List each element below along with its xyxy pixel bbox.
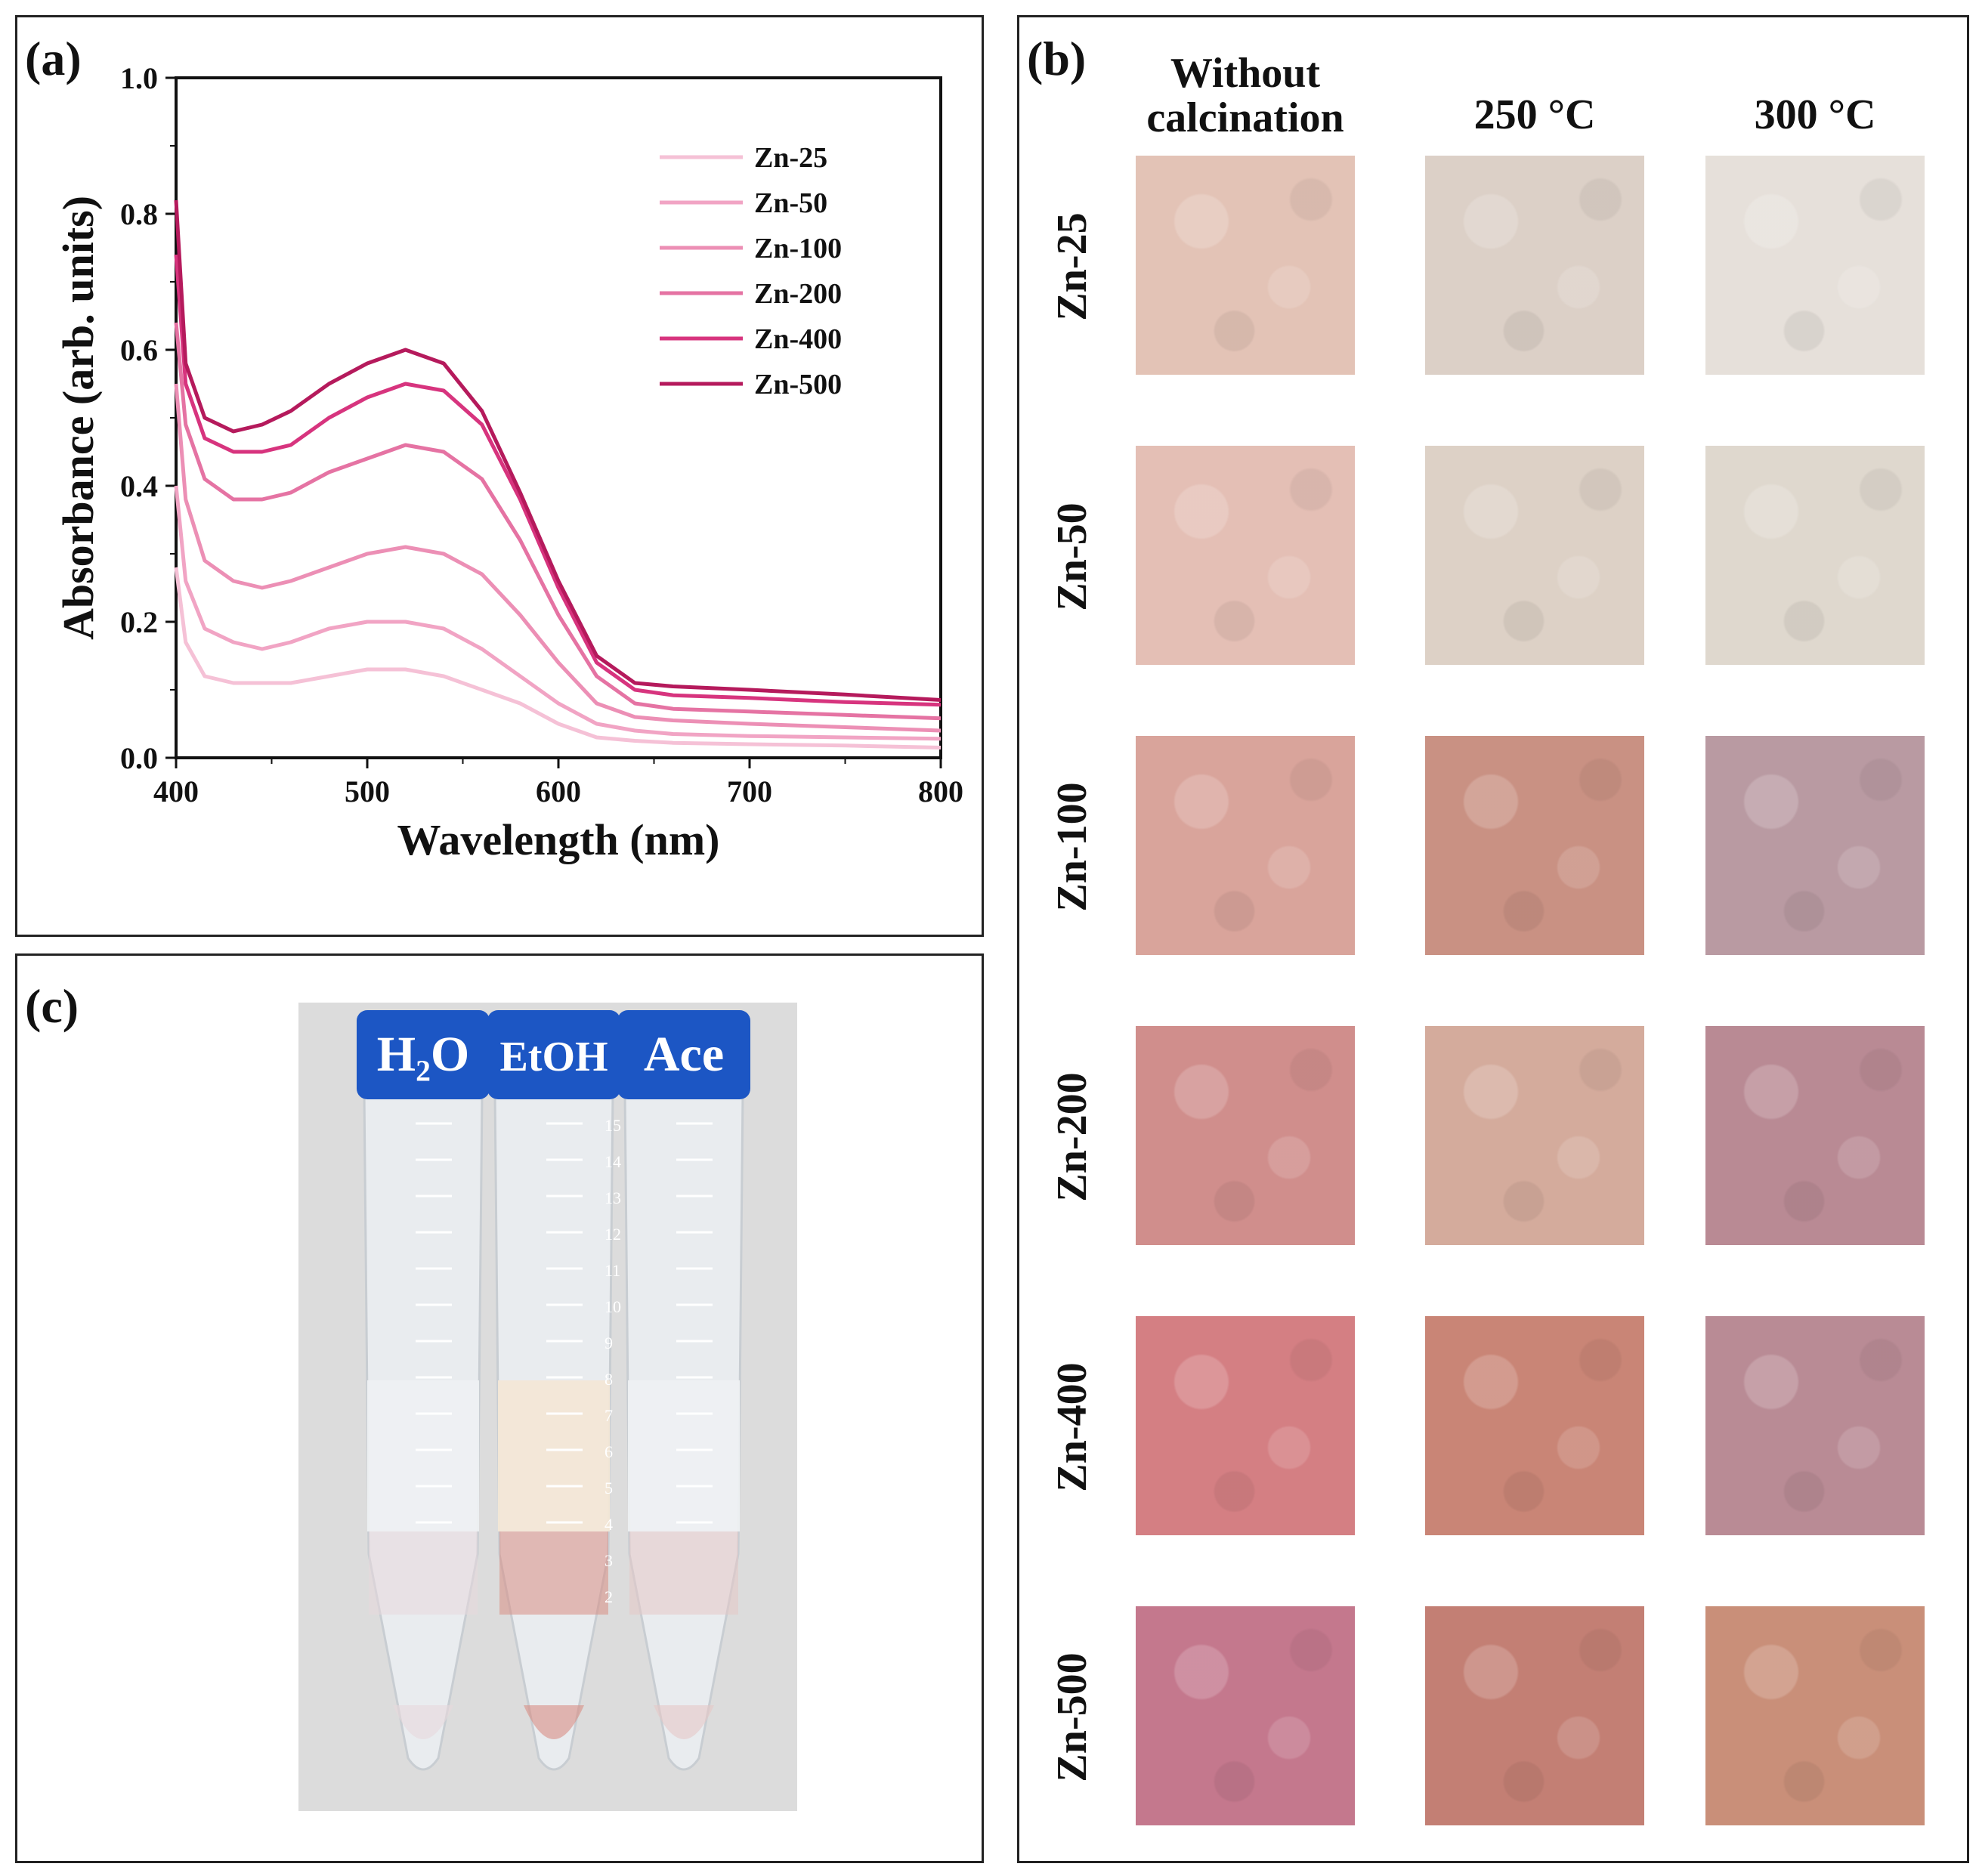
powder-swatch <box>1425 1316 1644 1535</box>
x-tick-label: 700 <box>727 774 772 808</box>
y-tick-label: 0.4 <box>120 469 158 503</box>
row-label: Zn-400 <box>1049 1362 1096 1492</box>
tube-tip <box>524 1705 584 1739</box>
tube-contents <box>498 1380 610 1531</box>
powder-swatch <box>1425 1606 1644 1825</box>
cap-label: Ace <box>644 1027 724 1082</box>
panel-c: (c) H₂O EtOH Ace 15 14 13 12 11 10 9 8 7 6 5 4 3 2 <box>15 953 984 1863</box>
x-tick-label: 800 <box>918 774 963 808</box>
scale-number: 4 <box>605 1515 613 1534</box>
tube-cap <box>357 1010 490 1099</box>
series-line-zn-25 <box>174 567 942 749</box>
x-tick-label: 500 <box>345 774 390 808</box>
scale-number: 9 <box>605 1334 613 1352</box>
legend-label-zn-25: Zn-25 <box>754 142 827 174</box>
scale-number: 12 <box>605 1225 621 1244</box>
legend-label-zn-200: Zn-200 <box>754 278 842 310</box>
powder-swatch <box>1705 1606 1925 1825</box>
powder-swatch <box>1425 1026 1644 1245</box>
tube-sediment <box>629 1531 738 1615</box>
powder-swatch <box>1136 1606 1355 1825</box>
legend-label-zn-50: Zn-50 <box>754 187 827 219</box>
cap-label: EtOH <box>499 1034 608 1080</box>
x-axis-title: Wavelength (nm) <box>397 815 720 864</box>
scale-number: 15 <box>605 1116 621 1135</box>
tube-cap <box>487 1010 620 1099</box>
powder-swatch <box>1136 1316 1355 1535</box>
powder-swatch <box>1136 446 1355 665</box>
tube: EtOH <box>487 1010 620 1771</box>
scale-number: 8 <box>605 1370 613 1389</box>
scale-number: 14 <box>605 1152 621 1171</box>
scale-number: 2 <box>605 1587 613 1606</box>
series-line-zn-50 <box>174 485 942 741</box>
powder-swatch <box>1136 156 1355 375</box>
row-label: Zn-50 <box>1049 502 1096 611</box>
row-label: Zn-500 <box>1049 1652 1096 1782</box>
x-tick-label: 400 <box>153 774 199 808</box>
panel-a: (a) 400 500 600 700 800 0.0 0.2 0.4 0.6 0.8 1.0 Wav… <box>15 15 984 937</box>
tube-tip <box>654 1705 714 1739</box>
scale-number: 10 <box>605 1297 621 1316</box>
scale-number: 11 <box>605 1261 620 1280</box>
tube-sediment <box>499 1531 608 1615</box>
powder-swatch <box>1705 1026 1925 1245</box>
powder-swatch <box>1705 156 1925 375</box>
powder-swatch <box>1425 736 1644 955</box>
panel-b: (b) Without calcination 250 °C 300 °C Zn-25… <box>1017 15 1969 1863</box>
legend-label-zn-400: Zn-400 <box>754 323 842 355</box>
row-label: Zn-200 <box>1049 1072 1096 1202</box>
tube-tip <box>393 1705 453 1739</box>
scale-number: 5 <box>605 1479 613 1497</box>
y-axis-title: Absorbance (arb. units) <box>54 196 103 640</box>
tubes-photo: H₂O EtOH Ace 15 14 13 12 11 10 9 8 7 6 5 4 3 2 <box>298 1003 797 1811</box>
tube-contents <box>628 1380 740 1531</box>
powder-swatch <box>1425 156 1644 375</box>
y-tick-label: 0.0 <box>120 741 158 775</box>
tube: H₂O <box>357 1010 490 1771</box>
panel-a-label: (a) <box>25 32 82 85</box>
absorbance-chart: 400 500 600 700 800 0.0 0.2 0.4 0.6 0.8 1.0 Wavelen… <box>54 61 963 864</box>
scale-number: 7 <box>605 1406 613 1425</box>
panel-b-label: (b) <box>1027 32 1087 85</box>
series-line-zn-500 <box>174 199 942 702</box>
scale-number: 3 <box>605 1551 613 1570</box>
powder-swatch <box>1705 736 1925 955</box>
tube-cap <box>617 1010 750 1099</box>
series-line-zn-400 <box>174 254 942 707</box>
column-header: Without calcination <box>1146 50 1344 141</box>
plot-frame <box>175 76 942 759</box>
series-line-zn-100 <box>174 383 942 733</box>
scale-number: 13 <box>605 1188 621 1207</box>
series-line-zn-200 <box>174 322 942 721</box>
y-tick-label: 1.0 <box>120 61 158 95</box>
y-tick-label: 0.2 <box>120 605 158 639</box>
scale-number: 6 <box>605 1442 613 1461</box>
powder-swatch <box>1705 1316 1925 1535</box>
tube: Ace <box>617 1010 750 1771</box>
row-label: Zn-25 <box>1049 212 1096 321</box>
y-tick-label: 0.8 <box>120 197 158 231</box>
powder-swatch <box>1425 446 1644 665</box>
x-tick-label: 600 <box>536 774 581 808</box>
tube-contents <box>367 1380 479 1531</box>
row-label: Zn-100 <box>1049 782 1096 912</box>
powder-swatch <box>1136 1026 1355 1245</box>
cap-label: H₂O <box>377 1027 469 1082</box>
legend-label-zn-100: Zn-100 <box>754 233 842 264</box>
powder-swatch <box>1136 736 1355 955</box>
column-header: 250 °C <box>1473 91 1596 138</box>
tube-sediment <box>369 1531 478 1615</box>
y-tick-label: 0.6 <box>120 333 158 367</box>
column-header: 300 °C <box>1754 91 1876 138</box>
legend-label-zn-500: Zn-500 <box>754 369 842 400</box>
panel-c-label: (c) <box>25 979 79 1033</box>
powder-swatch <box>1705 446 1925 665</box>
